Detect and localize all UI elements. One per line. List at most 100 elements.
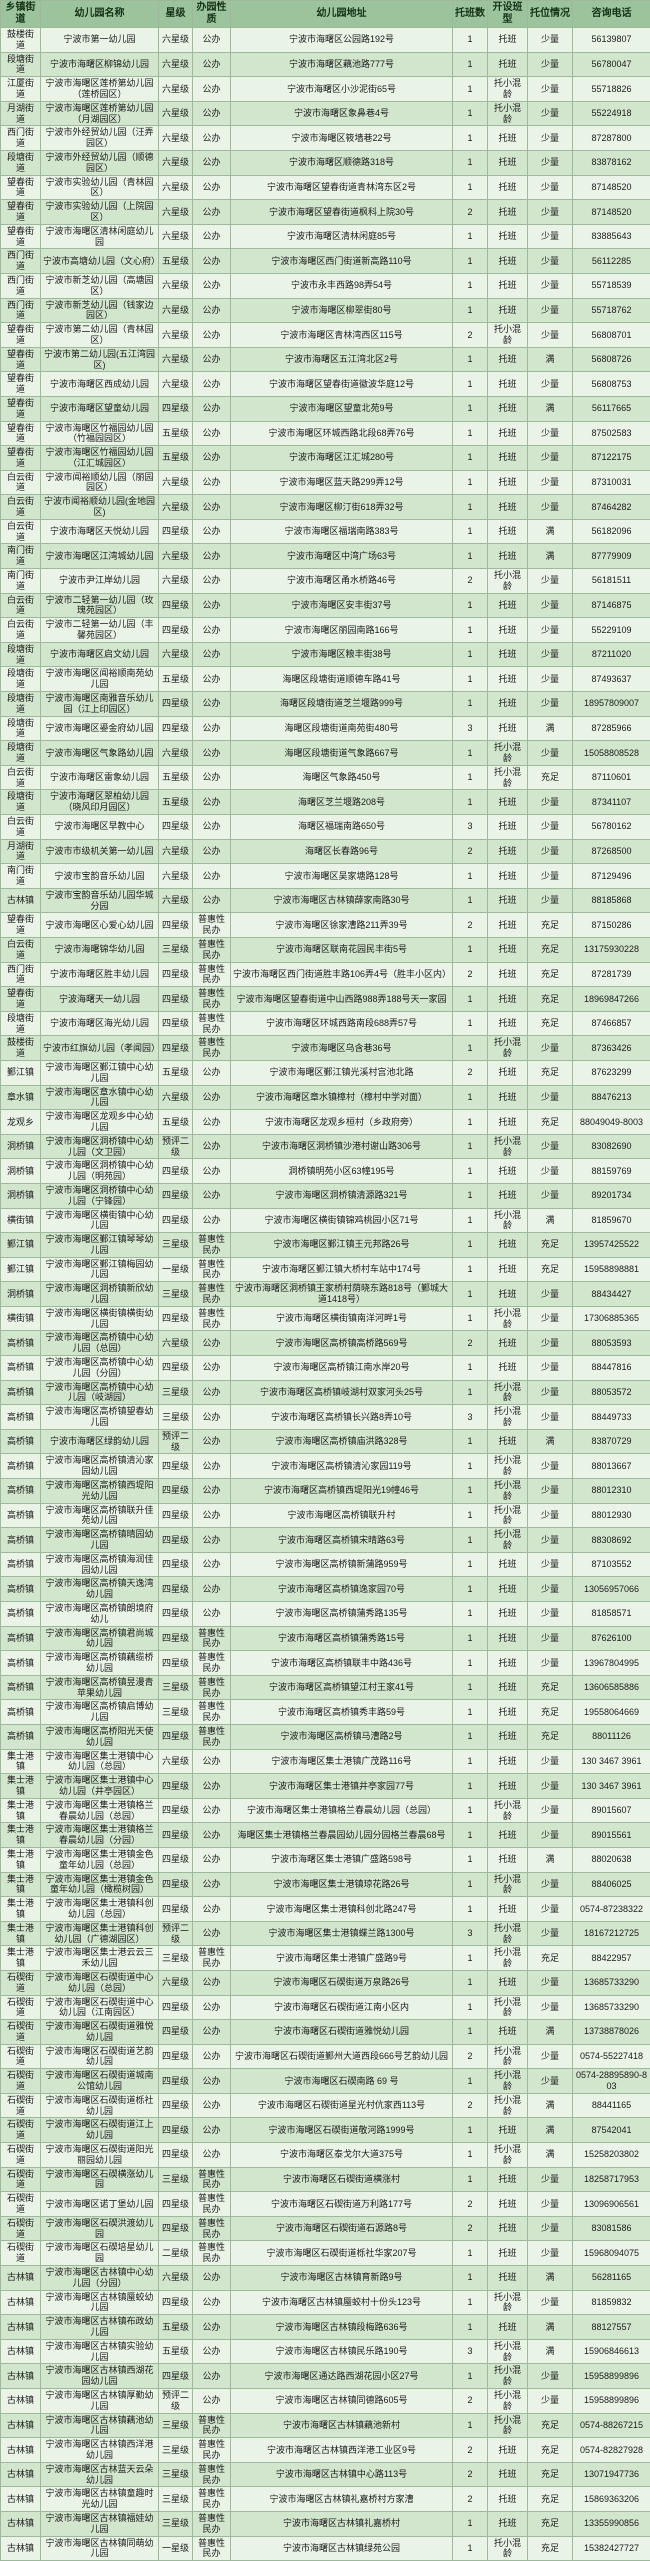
cell-slot-availability: 少量 [528, 618, 573, 643]
cell-toddler-class-count: 1 [453, 1306, 488, 1331]
cell-address: 海曙区集士港镇格兰春晨园幼儿园分园格兰春晨68号 [231, 1823, 453, 1848]
table-row: 段塘街道宁波市海曙区海光幼儿园四星级普惠性民办宁波市海曙区环城西路南段688弄5… [1, 1011, 650, 1036]
cell-consult-phone: 87110601 [573, 765, 650, 790]
cell-township: 石碶街道 [1, 1970, 41, 1995]
cell-kindergarten-name: 宁波市海曙区古林镇蜃蛟幼儿园 [41, 2290, 159, 2315]
cell-township: 古林镇 [1, 2438, 41, 2463]
cell-class-type-offered: 托班 [488, 937, 528, 962]
cell-star-rating: 六星级 [159, 224, 193, 249]
cell-star-rating: 六星级 [159, 372, 193, 397]
cell-kindergarten-name: 宁波市海曙区鄞江镇梅园幼儿园 [41, 1257, 159, 1282]
cell-toddler-class-count: 1 [453, 1282, 488, 1307]
cell-class-type-offered: 托班 [488, 1823, 528, 1848]
cell-toddler-class-count: 3 [453, 1921, 488, 1946]
cell-address: 宁波市海曙区联南花园民丰街5号 [231, 937, 453, 962]
cell-slot-availability: 少量 [528, 2364, 573, 2389]
table-row: 章水镇宁波市海曙区章水镇中心幼儿园六星级公办宁波市海曙区章水镇樟村（樟村中学对面… [1, 1085, 650, 1110]
cell-class-type-offered: 托班 [488, 2462, 528, 2487]
cell-consult-phone: 0574-28895890-803 [573, 2069, 650, 2094]
cell-slot-availability: 满 [528, 519, 573, 544]
cell-slot-availability: 少量 [528, 126, 573, 151]
cell-township: 高桥镇 [1, 1380, 41, 1405]
cell-star-rating: 五星级 [159, 2315, 193, 2340]
cell-township: 集士港镇 [1, 1749, 41, 1774]
cell-school-type: 公办 [193, 1454, 231, 1479]
cell-consult-phone: 87779909 [573, 544, 650, 569]
cell-kindergarten-name: 宁波市海曙区竹福园幼儿园（竹福园园区） [41, 421, 159, 446]
cell-township: 集士港镇 [1, 1847, 41, 1872]
cell-school-type: 公办 [193, 1479, 231, 1504]
cell-class-type-offered: 托班 [488, 1675, 528, 1700]
cell-class-type-offered: 托班 [488, 1085, 528, 1110]
cell-class-type-offered: 托小混龄 [488, 1503, 528, 1528]
cell-school-type: 公办 [193, 2364, 231, 2389]
column-header-address: 幼儿园地址 [231, 1, 453, 28]
cell-kindergarten-name: 宁波市海曙区石碶横涨幼儿园 [41, 2167, 159, 2192]
cell-toddler-class-count: 1 [453, 1724, 488, 1749]
cell-township: 南门街道 [1, 544, 41, 569]
cell-address: 宁波市海曙区望春街道徽波华庭12号 [231, 372, 453, 397]
table-row: 白云街道宁波市闻裕顺幼儿园(金地园区)六星级公办宁波市海曙区柳汀街618弄32号… [1, 495, 650, 520]
table-row: 望春街道宁波海曙天一幼儿园四星级普惠性民办宁波市海曙区望春街道中山西路988弄1… [1, 987, 650, 1012]
cell-star-rating: 四星级 [159, 2118, 193, 2143]
cell-address: 宁波市海曙区集士港镇广盛路9号 [231, 1946, 453, 1971]
cell-address: 宁波市海曙区洞桥镇王家桥村荫晓东路818号（鄞城大道1418号） [231, 1282, 453, 1307]
cell-address: 宁波市海曙区高桥镇秀丰路59号 [231, 1700, 453, 1725]
cell-school-type: 公办 [193, 1405, 231, 1430]
cell-class-type-offered: 托班 [488, 987, 528, 1012]
cell-township: 古林镇 [1, 2511, 41, 2536]
cell-slot-availability: 少量 [528, 667, 573, 692]
table-row: 洞桥镇宁波市海曙区洞桥镇中心幼儿园（文卫园）预评二级公办宁波市海曙区洞桥镇沙港村… [1, 1134, 650, 1159]
cell-class-type-offered: 托小混龄 [488, 1454, 528, 1479]
cell-address: 宁波市海曙区望春街道青林湾东区2号 [231, 175, 453, 200]
cell-township: 望春街道 [1, 396, 41, 421]
cell-kindergarten-name: 宁波市高塘幼儿园（文心府） [41, 249, 159, 274]
cell-kindergarten-name: 宁波市海曙区古林镇童趣时光幼儿园 [41, 2487, 159, 2512]
cell-school-type: 公办 [193, 77, 231, 102]
cell-toddler-class-count: 1 [453, 52, 488, 77]
cell-address: 宁波市海曙区高桥镇联升村 [231, 1503, 453, 1528]
cell-kindergarten-name: 宁波市海曙区高桥镇晴园幼儿园 [41, 1528, 159, 1553]
cell-class-type-offered: 托小混龄 [488, 2364, 528, 2389]
cell-township: 望春街道 [1, 224, 41, 249]
cell-toddler-class-count: 2 [453, 1331, 488, 1356]
cell-address: 海曙区段塘街道芝兰堰路999号 [231, 692, 453, 717]
header-row: 乡镇街道幼儿园名称星级办园性质幼儿园地址托班数开设班型托位情况咨询电话 [1, 1, 650, 28]
cell-township: 集士港镇 [1, 1823, 41, 1848]
cell-star-rating: 五星级 [159, 790, 193, 815]
cell-township: 望春街道 [1, 323, 41, 348]
cell-kindergarten-name: 宁波市海曙区早教中心 [41, 815, 159, 840]
cell-kindergarten-name: 宁波市海曙区洞桥镇中心幼儿园（文卫园） [41, 1134, 159, 1159]
cell-township: 段塘街道 [1, 52, 41, 77]
cell-school-type: 公办 [193, 1847, 231, 1872]
cell-address: 宁波市海曙区江汇城280号 [231, 446, 453, 471]
column-header-township: 乡镇街道 [1, 1, 41, 28]
cell-star-rating: 四星级 [159, 1798, 193, 1823]
cell-kindergarten-name: 宁波市海曙区古林镇藕池幼儿园 [41, 2413, 159, 2438]
cell-slot-availability: 少量 [528, 372, 573, 397]
cell-toddler-class-count: 1 [453, 470, 488, 495]
table-row: 高桥镇宁波市海曙区高桥镇西堤阳光幼儿园四星级公办宁波市海曙区高桥镇西堤阳光19幢… [1, 1479, 650, 1504]
cell-star-rating: 四星级 [159, 618, 193, 643]
cell-slot-availability: 少量 [528, 446, 573, 471]
cell-kindergarten-name: 宁波市海曙区绿韵幼儿园 [41, 1429, 159, 1454]
cell-toddler-class-count: 1 [453, 347, 488, 372]
cell-township: 古林镇 [1, 2290, 41, 2315]
cell-school-type: 普惠性民办 [193, 937, 231, 962]
cell-township: 石碶街道 [1, 2044, 41, 2069]
table-row: 集士港镇宁波市海曙区集士港镇格兰春晨幼儿园（分园）四星级公办海曙区集士港镇格兰春… [1, 1823, 650, 1848]
cell-star-rating: 四星级 [159, 519, 193, 544]
cell-class-type-offered: 托班 [488, 642, 528, 667]
cell-kindergarten-name: 宁波市海曙区雷象幼儿园 [41, 765, 159, 790]
cell-school-type: 公办 [193, 1970, 231, 1995]
cell-star-rating: 六星级 [159, 175, 193, 200]
cell-toddler-class-count: 1 [453, 446, 488, 471]
cell-township: 鄞江镇 [1, 1257, 41, 1282]
cell-kindergarten-name: 宁波市宝韵音乐幼儿园华城分园 [41, 888, 159, 913]
cell-toddler-class-count: 2 [453, 2216, 488, 2241]
cell-kindergarten-name: 宁波市海曙区南雅音乐幼儿园（江上印园区） [41, 692, 159, 717]
cell-toddler-class-count: 1 [453, 396, 488, 421]
cell-township: 高桥镇 [1, 1331, 41, 1356]
